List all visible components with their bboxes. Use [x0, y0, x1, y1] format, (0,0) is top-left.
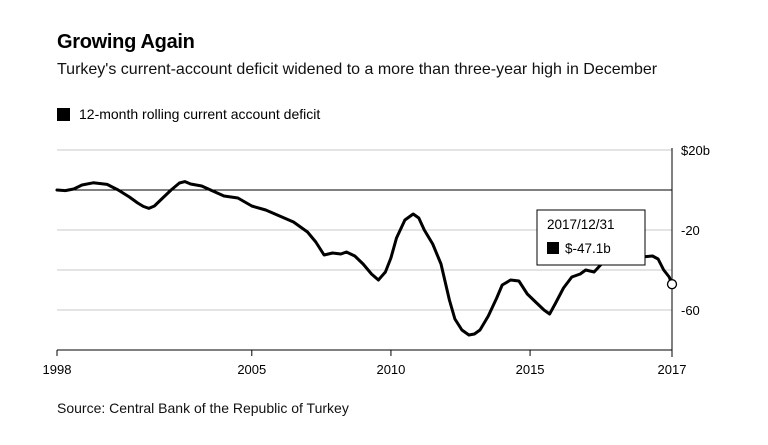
chart-subtitle: Turkey's current-account deficit widened…	[57, 61, 658, 78]
tooltip-swatch	[547, 242, 559, 254]
tooltip-value: $-47.1b	[565, 241, 611, 256]
legend-label: 12-month rolling current account deficit	[79, 106, 321, 122]
y-tick-label: -20	[681, 223, 700, 238]
source-note: Source: Central Bank of the Republic of …	[57, 400, 349, 416]
legend-swatch	[57, 107, 70, 121]
tooltip-date: 2017/12/31	[547, 217, 615, 232]
y-tick-label: -60	[681, 303, 700, 318]
series-line	[55, 180, 674, 337]
x-tick-label: 2010	[376, 362, 405, 377]
chart-title: Growing Again	[57, 31, 195, 53]
tooltip: 2017/12/31 $-47.1b	[536, 209, 646, 266]
x-tick-label: 2005	[237, 362, 266, 377]
legend: 12-month rolling current account deficit	[57, 106, 320, 122]
x-tick-label: 2017	[658, 362, 687, 377]
y-tick-label: $20b	[681, 143, 710, 158]
highlight-point	[666, 279, 678, 290]
x-tick-label: 2015	[516, 362, 545, 377]
tooltip-box	[536, 209, 646, 266]
x-tick-label: 1998	[43, 362, 72, 377]
